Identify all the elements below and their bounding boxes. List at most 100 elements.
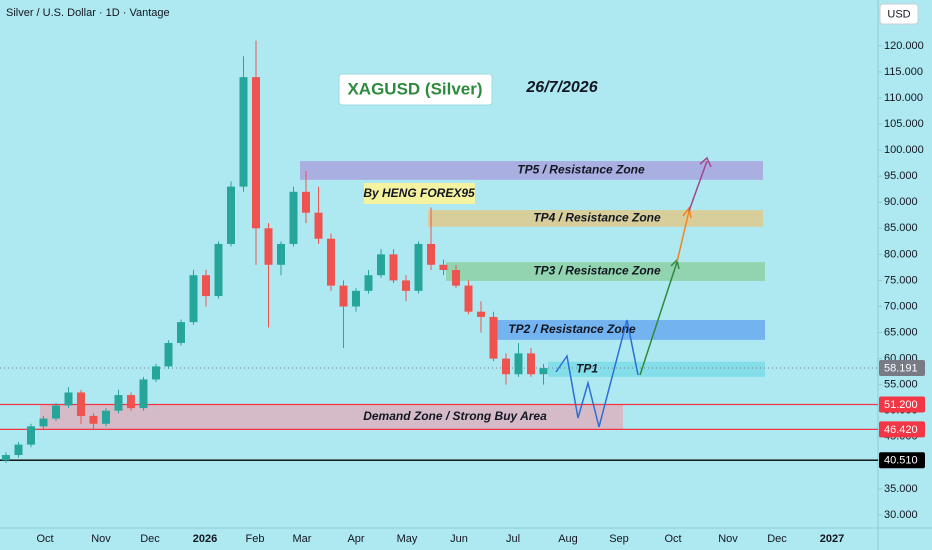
candle-body bbox=[2, 455, 10, 461]
x-tick-label: 2026 bbox=[193, 533, 217, 545]
y-tick-label: 35.000 bbox=[884, 483, 918, 495]
price-label: 40.510 bbox=[884, 455, 918, 467]
y-tick-label: 100.000 bbox=[884, 144, 924, 156]
candle-body bbox=[489, 316, 498, 359]
candle-body bbox=[214, 243, 223, 297]
candle-body bbox=[427, 243, 435, 265]
y-tick-label: 30.000 bbox=[884, 509, 918, 521]
y-tick-label: 55.000 bbox=[884, 379, 918, 391]
candle-body bbox=[264, 228, 273, 265]
candle-body bbox=[189, 275, 198, 323]
y-tick-label: 65.000 bbox=[884, 326, 918, 338]
candle-body bbox=[339, 285, 348, 307]
candle-body bbox=[289, 191, 298, 244]
candle-body bbox=[314, 212, 323, 239]
candle-body bbox=[377, 254, 385, 276]
candle-body bbox=[239, 77, 248, 187]
arrow-green bbox=[639, 261, 678, 376]
author-box bbox=[364, 183, 475, 204]
y-tick-label: 115.000 bbox=[884, 66, 923, 78]
zone bbox=[490, 320, 765, 340]
candle-body bbox=[439, 264, 448, 270]
zone bbox=[548, 361, 765, 377]
candle-body bbox=[52, 405, 60, 419]
x-tick-label: Sep bbox=[609, 533, 629, 545]
candle-body bbox=[39, 418, 48, 427]
x-tick-label: Oct bbox=[36, 533, 53, 545]
date-note: 26/7/2026 bbox=[525, 79, 597, 96]
candle-body bbox=[227, 186, 235, 244]
symbol-header: Silver / U.S. Dollar · 1D · Vantage bbox=[6, 7, 170, 19]
candle-body bbox=[452, 269, 460, 286]
candle-body bbox=[364, 275, 373, 291]
arrow-head bbox=[699, 156, 712, 168]
price-label-box bbox=[879, 396, 925, 413]
x-tick-label: Jul bbox=[506, 533, 520, 545]
x-tick-label: Feb bbox=[246, 533, 265, 545]
candle-body bbox=[464, 285, 473, 312]
projection-path bbox=[555, 319, 639, 428]
arrow-purple bbox=[688, 160, 708, 212]
price-label: 46.420 bbox=[884, 424, 918, 436]
y-tick-label: 95.000 bbox=[884, 170, 918, 182]
candle-body bbox=[139, 379, 148, 409]
chart-title: XAGUSD (Silver) bbox=[347, 79, 482, 98]
candle-body bbox=[502, 358, 510, 375]
currency-box[interactable] bbox=[879, 3, 919, 25]
candle-body bbox=[14, 444, 23, 456]
price-label-box bbox=[879, 421, 925, 438]
y-tick-label: 105.000 bbox=[884, 118, 924, 130]
x-tick-label: Nov bbox=[91, 533, 111, 545]
x-tick-label: Oct bbox=[664, 533, 681, 545]
candle-body bbox=[102, 410, 110, 424]
candle-body bbox=[477, 311, 485, 317]
author: By HENG FOREX95 bbox=[363, 186, 475, 200]
candle-body bbox=[127, 395, 135, 409]
x-tick-label: Apr bbox=[347, 533, 364, 545]
price-label-box bbox=[879, 452, 925, 469]
zone bbox=[446, 262, 765, 281]
candle-body bbox=[202, 275, 210, 297]
x-tick-label: 2027 bbox=[820, 533, 844, 545]
y-tick-label: 90.000 bbox=[884, 196, 918, 208]
candle-body bbox=[252, 77, 260, 229]
zone-label: TP2 / Resistance Zone bbox=[508, 322, 636, 336]
x-tick-label: Aug bbox=[558, 533, 578, 545]
arrow-orange bbox=[676, 210, 690, 263]
price-label: 58.191 bbox=[884, 362, 918, 374]
candle-body bbox=[77, 392, 85, 416]
x-tick-label: Jun bbox=[450, 533, 468, 545]
y-tick-label: 75.000 bbox=[884, 274, 918, 286]
candle-body bbox=[114, 395, 123, 411]
candle-body bbox=[539, 368, 548, 375]
x-tick-label: Dec bbox=[140, 533, 160, 545]
x-tick-label: May bbox=[397, 533, 418, 545]
y-tick-label: 85.000 bbox=[884, 222, 918, 234]
price-label-box bbox=[879, 360, 925, 377]
zone bbox=[40, 404, 623, 430]
candle-body bbox=[89, 415, 98, 424]
candle-body bbox=[64, 392, 73, 406]
x-tick-label: Nov bbox=[718, 533, 738, 545]
candle-body bbox=[164, 342, 173, 367]
zone-label: TP4 / Resistance Zone bbox=[533, 211, 661, 225]
zone bbox=[428, 210, 763, 227]
candle-body bbox=[177, 322, 185, 343]
zone-label: TP3 / Resistance Zone bbox=[533, 264, 661, 278]
y-tick-label: 110.000 bbox=[884, 92, 923, 104]
candle-body bbox=[527, 353, 535, 375]
candle-body bbox=[27, 426, 35, 445]
candle-body bbox=[327, 238, 335, 286]
projection-drawings bbox=[555, 156, 712, 428]
candle-body bbox=[414, 243, 423, 291]
candle-body bbox=[277, 243, 285, 265]
zone bbox=[300, 161, 763, 180]
candle-body bbox=[389, 254, 398, 281]
zone-label: TP1 bbox=[576, 361, 598, 375]
zone-label: Demand Zone / Strong Buy Area bbox=[363, 409, 547, 423]
candle-body bbox=[402, 280, 410, 291]
x-tick-label: Mar bbox=[293, 533, 312, 545]
y-tick-label: 70.000 bbox=[884, 300, 918, 312]
candle-body bbox=[352, 290, 360, 307]
